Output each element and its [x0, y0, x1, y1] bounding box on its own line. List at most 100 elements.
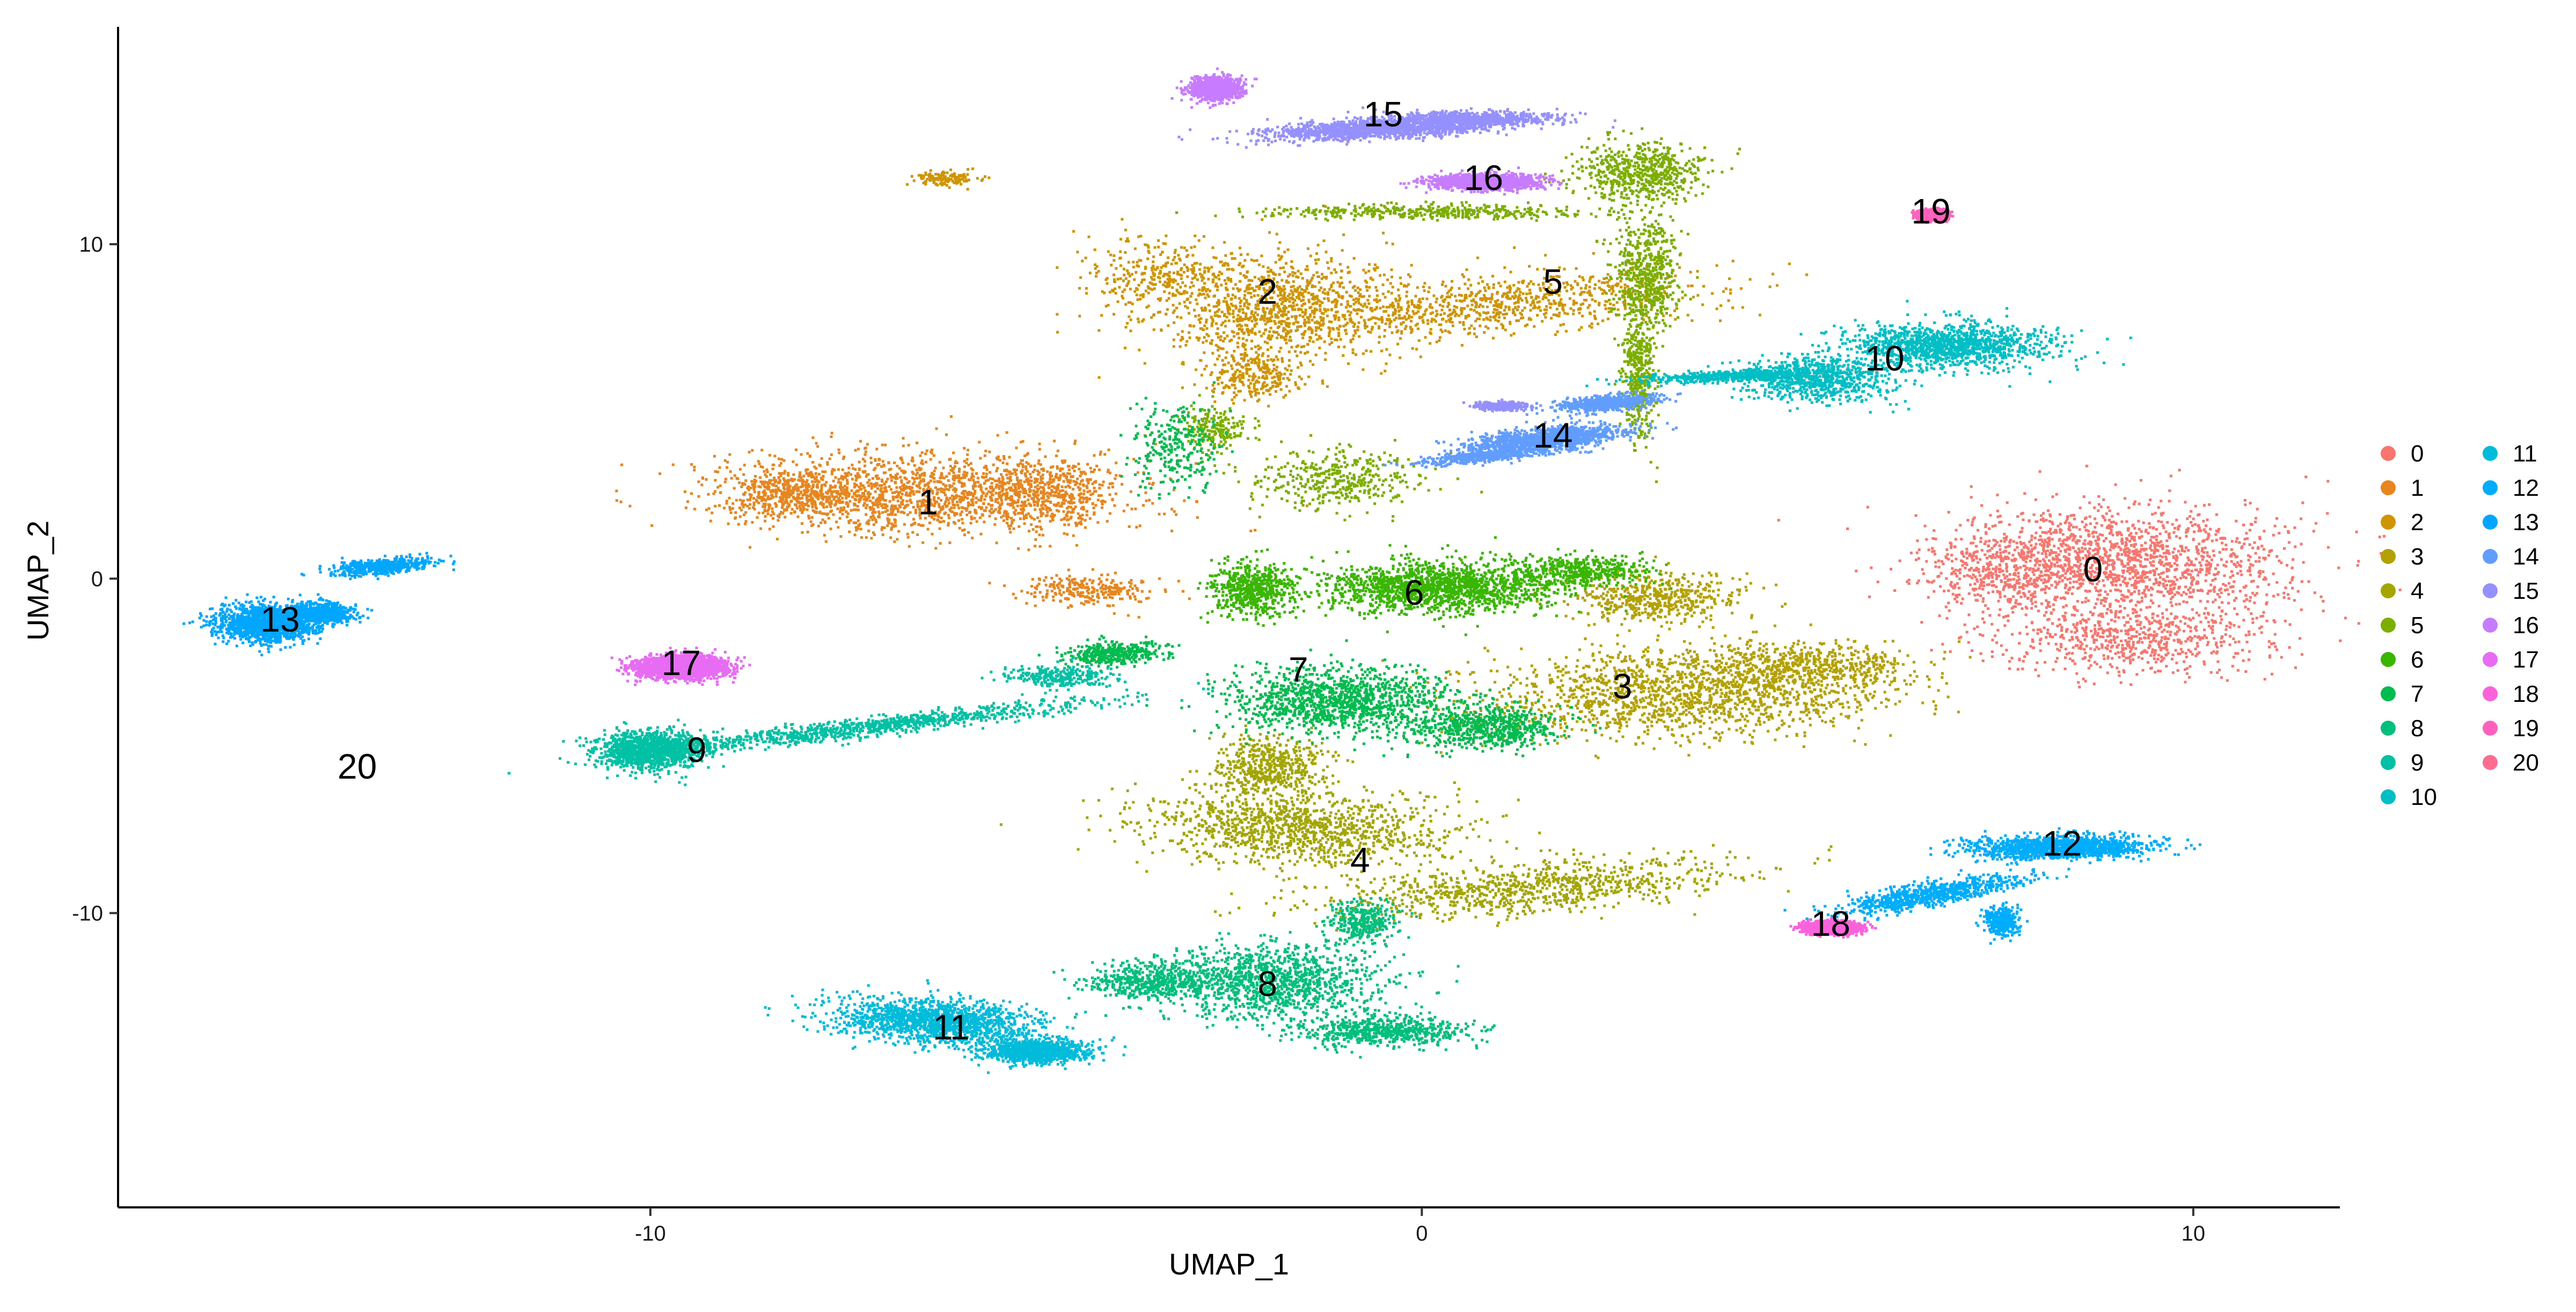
legend-swatch	[2483, 515, 2498, 530]
legend-swatch	[2381, 583, 2396, 598]
y-tick-label: -10	[72, 902, 103, 926]
cluster-label-19: 19	[1911, 191, 1950, 231]
legend-swatch	[2483, 549, 2498, 564]
legend-item-7: 7	[2381, 681, 2424, 707]
cluster-label-3: 3	[1613, 666, 1633, 706]
legend-label: 19	[2513, 715, 2539, 742]
cluster-label-7: 7	[1289, 649, 1308, 689]
legend-label: 4	[2411, 578, 2424, 604]
legend-swatch	[2483, 618, 2498, 633]
legend-label: 10	[2411, 784, 2437, 810]
legend-item-5: 5	[2381, 612, 2424, 639]
legend-swatch	[2483, 755, 2498, 770]
legend-item-3: 3	[2381, 544, 2424, 570]
cluster-label-14: 14	[1533, 415, 1572, 455]
cluster-label-18: 18	[1811, 904, 1850, 943]
cluster-9-points	[507, 657, 1236, 787]
legend-item-4: 4	[2381, 578, 2424, 604]
cluster-10-points	[1585, 299, 2132, 414]
cluster-19-points	[1911, 206, 1954, 224]
cluster-label-12: 12	[2043, 823, 2082, 863]
legend-swatch	[2381, 480, 2396, 495]
cluster-label-15: 15	[1364, 94, 1403, 134]
cluster-17-points	[610, 647, 751, 686]
axes	[117, 27, 2340, 1208]
legend-swatch	[2381, 618, 2396, 633]
legend-label: 11	[2513, 441, 2537, 467]
cluster-label-10: 10	[1865, 339, 1904, 378]
axis-ticks: -10 0 10 -10 0 10	[72, 233, 2205, 1245]
legend-label: 16	[2513, 612, 2539, 639]
legend-item-17: 17	[2483, 647, 2539, 673]
y-tick-label: 0	[91, 567, 103, 591]
legend-item-2: 2	[2381, 509, 2424, 536]
legend-swatch	[2381, 755, 2396, 770]
legend-label: 5	[2411, 612, 2424, 639]
cluster-label-2: 2	[1258, 272, 1278, 311]
legend-label: 3	[2411, 544, 2424, 570]
cluster-12-points	[1783, 827, 2201, 945]
cluster-label-5: 5	[1543, 261, 1563, 301]
cluster-14-points	[1384, 389, 1682, 469]
legend-label: 17	[2513, 647, 2539, 673]
legend-item-6: 6	[2381, 647, 2424, 673]
x-axis-title: UMAP_1	[1169, 1247, 1289, 1281]
legend-label: 8	[2411, 715, 2424, 742]
legend-swatch	[2483, 480, 2498, 495]
legend-item-10: 10	[2381, 784, 2437, 810]
cluster-label-20: 20	[338, 746, 377, 786]
legend-swatch	[2381, 652, 2396, 667]
cluster-label-0: 0	[2083, 549, 2103, 589]
legend-swatch	[2483, 446, 2498, 461]
legend-swatch	[2483, 721, 2498, 736]
legend-swatch	[2483, 583, 2498, 598]
legend-item-1: 1	[2381, 475, 2424, 501]
legend-swatch	[2381, 549, 2396, 564]
legend-item-16: 16	[2483, 612, 2539, 639]
cluster-label-6: 6	[1404, 573, 1424, 612]
legend-item-19: 19	[2483, 715, 2539, 742]
legend-swatch	[2483, 686, 2498, 701]
y-axis-title: UMAP_2	[21, 521, 55, 641]
legend-item-18: 18	[2483, 681, 2539, 707]
cluster-label-1: 1	[918, 482, 938, 522]
legend-label: 20	[2513, 750, 2539, 776]
legend-swatch	[2381, 515, 2396, 530]
legend-swatch	[2381, 721, 2396, 736]
legend-item-20: 20	[2483, 750, 2539, 776]
legend-swatch	[2381, 446, 2396, 461]
legend-item-9: 9	[2381, 750, 2424, 776]
legend-label: 15	[2513, 578, 2539, 604]
cluster-label-17: 17	[662, 643, 701, 683]
legend-label: 6	[2411, 647, 2424, 673]
legend-label: 18	[2513, 681, 2539, 707]
cluster-13-points	[182, 552, 456, 657]
cluster-label-13: 13	[260, 599, 299, 639]
legend-item-0: 0	[2381, 441, 2424, 467]
cluster-11-points	[764, 979, 1126, 1074]
cluster-label-4: 4	[1350, 840, 1370, 880]
legend-swatch	[2483, 652, 2498, 667]
legend-label: 1	[2411, 475, 2424, 501]
x-tick-label: -10	[635, 1222, 666, 1245]
legend-label: 2	[2411, 509, 2424, 536]
legend-item-11: 11	[2483, 441, 2537, 467]
legend-label: 12	[2513, 475, 2539, 501]
cluster-6-points	[1197, 536, 1673, 636]
legend-item-15: 15	[2483, 578, 2539, 604]
cluster-label-16: 16	[1464, 158, 1503, 197]
cluster-18-points	[1789, 917, 1877, 939]
cluster-16-points	[1170, 67, 1563, 196]
legend-item-12: 12	[2483, 475, 2539, 501]
legend-item-8: 8	[2381, 715, 2424, 742]
cluster-8-points	[1052, 897, 1496, 1059]
x-tick-label: 10	[2182, 1222, 2206, 1245]
y-tick-label: 10	[79, 233, 104, 256]
legend-item-14: 14	[2483, 544, 2539, 570]
cluster-label-8: 8	[1258, 964, 1278, 1003]
legend-item-13: 13	[2483, 509, 2539, 536]
